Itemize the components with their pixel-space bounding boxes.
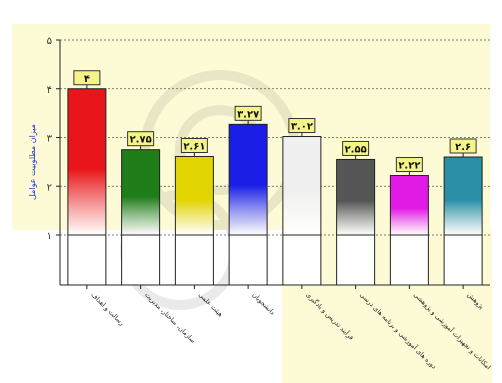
y-tick-label: ۳ — [47, 134, 53, 145]
bar-base — [282, 234, 322, 286]
data-label-box — [288, 118, 316, 134]
data-label-box — [127, 131, 155, 147]
bar-base — [174, 234, 214, 286]
data-label-box — [234, 105, 262, 121]
bar — [174, 156, 214, 236]
data-label: ۲.۵۵ — [345, 144, 367, 155]
bar — [282, 136, 322, 236]
data-label: ۴ — [84, 74, 90, 85]
data-label-box — [73, 70, 101, 86]
bar — [443, 156, 483, 236]
data-label: ۲.۶ — [455, 142, 471, 153]
y-tick-label: ۵ — [47, 36, 52, 47]
data-label-box — [395, 157, 423, 173]
bar-base — [336, 234, 376, 286]
bar-base — [67, 234, 107, 286]
bar — [228, 123, 268, 236]
data-label: ۳.۲۷ — [237, 109, 259, 120]
data-label-box — [342, 140, 370, 156]
y-axis-title: میزان مطلوبیت عوامل — [28, 124, 37, 200]
y-tick-labels: ۱ ۲ ۳ ۴ ۵ — [47, 36, 53, 242]
y-tick-label: ۴ — [47, 85, 52, 96]
data-label: ۲.۶۱ — [183, 142, 205, 153]
bar — [67, 88, 107, 236]
axes — [59, 40, 490, 286]
y-tick-label: ۲ — [47, 182, 52, 193]
data-label-box — [449, 138, 477, 154]
bar-base — [228, 234, 268, 286]
bar-base — [121, 234, 161, 286]
data-label-box — [180, 138, 208, 154]
data-label: ۲.۲۲ — [398, 161, 420, 172]
y-tick-label: ۱ — [47, 231, 52, 242]
bar — [336, 158, 376, 236]
data-labels: ۴ ۲.۷۵ ۲.۶۱ ۳.۲۷ ۳.۰۲ ۲.۵۵ ۲.۲۲ ۲.۶ — [73, 70, 477, 176]
bar — [389, 175, 429, 236]
data-label: ۲.۷۵ — [130, 135, 152, 146]
data-label: ۳.۰۲ — [291, 122, 313, 133]
bar-base — [443, 234, 483, 286]
bar-base — [389, 234, 429, 286]
bar — [121, 149, 161, 236]
gridlines — [56, 39, 490, 236]
